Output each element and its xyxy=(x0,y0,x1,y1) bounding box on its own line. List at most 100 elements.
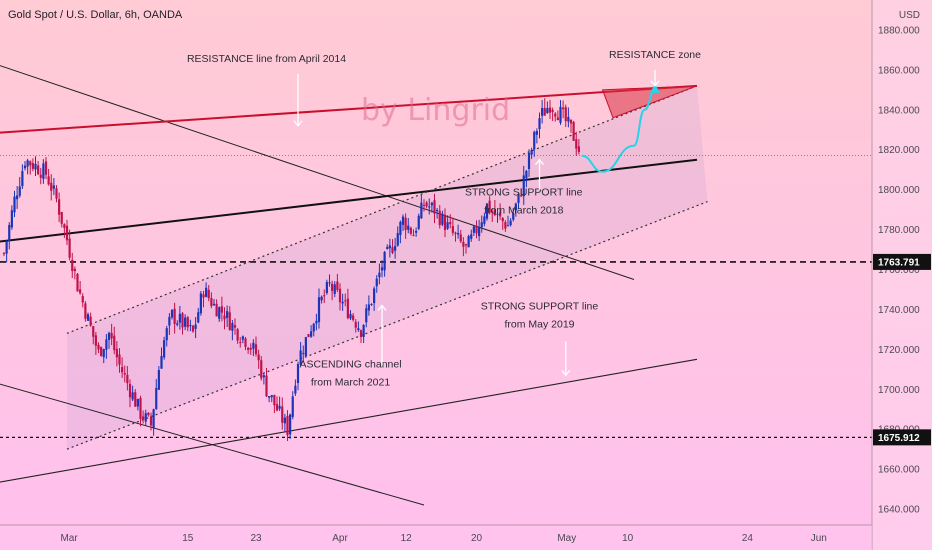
candle-up xyxy=(467,236,470,248)
candle-down xyxy=(181,313,184,328)
candle-down xyxy=(504,222,507,229)
candle-up xyxy=(302,352,305,354)
price-level-label: 1763.791 xyxy=(878,257,920,268)
candle-down xyxy=(39,174,42,178)
candle-down xyxy=(115,348,118,358)
currency-label: USD xyxy=(899,10,920,21)
candle-up xyxy=(525,170,528,179)
candle-up xyxy=(375,278,378,287)
y-tick-label: 1660.000 xyxy=(878,465,920,476)
candle-down xyxy=(491,211,494,213)
candle-down xyxy=(451,226,454,233)
candle-down xyxy=(79,289,82,294)
annotation-label: from March 2018 xyxy=(484,205,564,217)
candle-down xyxy=(29,161,32,166)
watermark-text: by Lingrid xyxy=(361,93,510,128)
candle-down xyxy=(68,238,71,258)
candle-up xyxy=(483,216,486,224)
candle-up xyxy=(16,195,19,200)
candle-down xyxy=(273,394,276,406)
candle-down xyxy=(118,354,121,365)
candle-down xyxy=(71,259,74,272)
candle-down xyxy=(409,227,412,234)
candle-up xyxy=(144,413,147,422)
candle-up xyxy=(365,308,368,323)
candle-up xyxy=(194,324,197,329)
candle-down xyxy=(433,200,436,214)
candle-down xyxy=(260,360,263,379)
candle-down xyxy=(110,332,113,339)
candle-down xyxy=(265,375,268,397)
candle-down xyxy=(556,117,559,121)
candle-up xyxy=(506,225,510,227)
candle-up xyxy=(533,131,536,150)
candle-up xyxy=(226,311,229,318)
candle-down xyxy=(404,217,407,230)
candle-down xyxy=(459,234,462,242)
x-tick-label: 15 xyxy=(182,533,194,544)
candle-down xyxy=(449,222,452,225)
y-tick-label: 1720.000 xyxy=(878,345,920,356)
candle-up xyxy=(52,185,55,189)
price-level-badge xyxy=(873,429,931,446)
candle-up xyxy=(105,339,108,350)
candle-up xyxy=(205,287,208,297)
candle-down xyxy=(307,334,310,338)
candle-up xyxy=(268,396,271,398)
candle-down xyxy=(73,268,76,272)
candle-down xyxy=(191,325,195,332)
candle-up xyxy=(212,303,216,306)
candle-up xyxy=(312,323,315,332)
candle-down xyxy=(323,295,326,297)
candle-down xyxy=(543,107,546,116)
candle-up xyxy=(388,245,391,249)
candle-down xyxy=(562,107,565,110)
candle-down xyxy=(520,195,523,197)
candle-down xyxy=(425,202,428,207)
candle-down xyxy=(63,224,66,229)
candle-up xyxy=(383,251,386,271)
candle-up xyxy=(394,245,397,251)
candle-up xyxy=(399,221,402,236)
candle-down xyxy=(501,218,504,222)
candle-down xyxy=(233,325,237,328)
candle-up xyxy=(407,225,410,230)
candle-up xyxy=(446,222,449,229)
candle-down xyxy=(128,384,132,398)
candle-down xyxy=(443,214,447,231)
candle-up xyxy=(522,175,525,197)
annotation-pointer-head xyxy=(534,158,545,166)
annotation-pointer-head xyxy=(650,80,660,87)
descending-trend-line xyxy=(0,65,635,280)
candle-down xyxy=(76,273,79,292)
candle-up xyxy=(485,203,489,219)
candle-up xyxy=(417,215,420,229)
candle-down xyxy=(81,295,84,303)
candle-up xyxy=(163,340,166,358)
candle-down xyxy=(89,316,92,326)
candle-up xyxy=(218,307,221,319)
candle-up xyxy=(514,203,517,211)
candle-down xyxy=(121,367,124,373)
candle-up xyxy=(373,288,376,304)
y-tick-label: 1840.000 xyxy=(878,105,920,116)
candle-down xyxy=(286,415,289,436)
candle-up xyxy=(231,323,234,331)
price-level-label: 1675.912 xyxy=(878,433,920,444)
candle-up xyxy=(21,171,24,187)
candle-down xyxy=(257,354,260,361)
candle-down xyxy=(247,347,250,350)
candle-down xyxy=(113,335,116,351)
candle-up xyxy=(189,325,192,327)
candle-up xyxy=(538,118,541,130)
candle-up xyxy=(480,222,483,228)
candle-down xyxy=(281,406,284,423)
candle-down xyxy=(575,139,578,149)
annotation-label: ASCENDING channel xyxy=(299,358,401,370)
candle-up xyxy=(241,336,244,340)
candle-down xyxy=(215,303,218,317)
y-tick-label: 1640.000 xyxy=(878,505,920,516)
candle-down xyxy=(249,347,252,350)
annotation-pointer-head xyxy=(377,304,387,311)
